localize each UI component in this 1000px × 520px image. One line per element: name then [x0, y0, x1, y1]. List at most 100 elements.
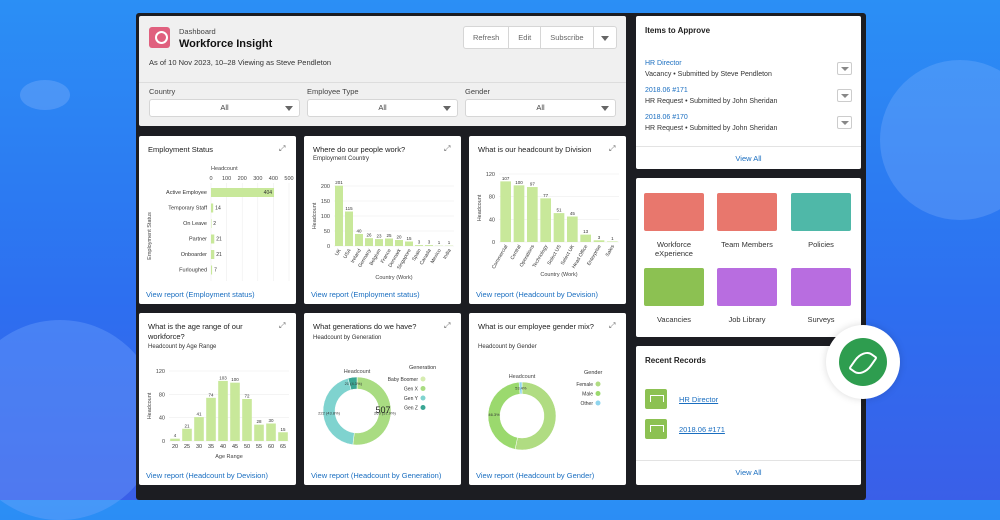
bar — [405, 242, 413, 247]
data-label: 97 — [530, 182, 536, 187]
tick-label-x: 400 — [269, 176, 278, 182]
data-label: 1 — [438, 240, 441, 245]
gender-filter: Gender All — [465, 87, 616, 117]
approval-item-link[interactable]: 2018.06 #170 — [645, 112, 777, 123]
axis-label-y: Employment Status — [147, 212, 153, 260]
expand-icon[interactable]: ⤢ — [279, 145, 287, 153]
employee-type-filter-label: Employee Type — [307, 87, 458, 96]
approval-item-link[interactable]: 2018.06 #171 — [645, 85, 777, 96]
view-all-link[interactable]: View All — [636, 154, 861, 163]
chevron-down-icon — [601, 36, 609, 41]
tick-label-y: 200 — [321, 184, 330, 190]
tile-surveys[interactable]: Surveys — [790, 268, 852, 324]
axis-label-y: Headcount — [312, 202, 318, 229]
data-label: 3 — [428, 240, 431, 245]
headset-icon — [791, 268, 851, 306]
tile-label: Job Library — [716, 315, 778, 324]
data-label: 23 — [376, 234, 382, 239]
bar — [385, 239, 393, 247]
employee-type-filter-select[interactable]: All — [307, 99, 458, 117]
tile-workforce-experience[interactable]: Workforce eXperience — [643, 193, 705, 258]
tick-label-y: 40 — [489, 217, 495, 223]
tile-team-members[interactable]: Team Members — [716, 193, 778, 249]
view-report-link[interactable]: View report (Headcount by Devision) — [476, 290, 598, 299]
bar — [500, 181, 511, 242]
legend-title: Gender — [584, 370, 603, 376]
edit-button[interactable]: Edit — [509, 27, 541, 48]
chart-subtitle: Headcount by Age Range — [148, 344, 216, 350]
expand-icon[interactable]: ⤢ — [444, 322, 452, 330]
quick-links-card: Workforce eXperience Team Members Polici… — [636, 178, 861, 337]
data-label: 103 — [219, 375, 227, 380]
item-actions-dropdown[interactable] — [837, 116, 852, 129]
subscribe-button[interactable]: Subscribe — [541, 27, 593, 48]
tick-label-x: 20 — [172, 444, 178, 450]
tile-policies[interactable]: Policies — [790, 193, 852, 249]
recent-record-link[interactable]: HR Director — [679, 395, 718, 404]
gender-filter-select[interactable]: All — [465, 99, 616, 117]
category-label: Active Employee — [166, 190, 207, 196]
chart-title: What is our headcount by Division — [478, 145, 591, 155]
data-label: 40 — [356, 229, 362, 234]
legend-swatch — [421, 405, 426, 410]
more-actions-button[interactable] — [594, 27, 616, 48]
bar — [211, 235, 214, 244]
category-label: On Leave — [183, 221, 207, 227]
view-all-link[interactable]: View All — [636, 468, 861, 477]
country-filter-select[interactable]: All — [149, 99, 300, 117]
approval-item-link[interactable]: HR Director — [645, 58, 772, 69]
legend-label: Gen Y — [404, 396, 419, 402]
item-actions-dropdown[interactable] — [837, 89, 852, 102]
tick-label-x: 200 — [238, 176, 247, 182]
view-report-link[interactable]: View report (Employment status) — [146, 290, 255, 299]
view-report-link[interactable]: View report (Headcount by Gender) — [476, 471, 594, 480]
dashboard-header: Dashboard Workforce Insight As of 10 Nov… — [139, 16, 626, 126]
desk-icon — [644, 268, 704, 306]
data-label: 100 — [231, 377, 239, 382]
people-icon — [644, 193, 704, 231]
chart-title: What is the age range of our workforce? — [148, 322, 266, 342]
data-label: 20 — [396, 235, 402, 240]
tile-label: Vacancies — [643, 315, 705, 324]
axis-label-y: Headcount — [147, 392, 153, 419]
bar — [580, 235, 591, 242]
bar — [365, 238, 373, 246]
legend-swatch — [421, 396, 426, 401]
donut-label: Headcount — [344, 369, 371, 375]
approval-item-desc: HR Request • Submitted by John Sheridan — [645, 123, 777, 134]
card-title: Recent Records — [645, 356, 706, 365]
recent-record-link[interactable]: 2018.06 #171 — [679, 425, 725, 434]
expand-icon[interactable]: ⤢ — [279, 322, 287, 330]
approval-item: HR Director Vacancy • Submitted by Steve… — [645, 58, 772, 80]
expand-icon[interactable]: ⤢ — [444, 145, 452, 153]
category-label: Temporary Staff — [168, 206, 207, 212]
axis-label-x: Country (Work) — [540, 272, 577, 278]
division-chart: 04080120Headcount107Commercial100Central… — [469, 164, 626, 304]
dashboard-icon — [149, 27, 170, 48]
item-actions-dropdown[interactable] — [837, 62, 852, 75]
expand-icon[interactable]: ⤢ — [609, 322, 617, 330]
tile-vacancies[interactable]: Vacancies — [643, 268, 705, 324]
view-report-link[interactable]: View report (Headcount by Generation) — [311, 471, 441, 480]
data-label: 21 — [216, 237, 222, 243]
bar — [527, 187, 538, 242]
chart-title: Employment Status — [148, 145, 213, 155]
view-report-link[interactable]: View report (Headcount by Devision) — [146, 471, 268, 480]
tick-label-x: Sales — [605, 244, 617, 258]
breadcrumb[interactable]: Dashboard — [179, 27, 216, 36]
chart-subtitle: Employment Country — [313, 156, 369, 162]
view-report-link[interactable]: View report (Employment status) — [311, 290, 420, 299]
tile-job-library[interactable]: Job Library — [716, 268, 778, 324]
bar — [554, 213, 565, 242]
tick-label-x: 50 — [244, 444, 250, 450]
category-label: Furloughed — [179, 268, 207, 274]
floating-action-button[interactable] — [826, 325, 900, 399]
axis-label-y: Headcount — [477, 194, 483, 221]
refresh-button[interactable]: Refresh — [464, 27, 509, 48]
divider — [636, 146, 861, 147]
data-label: 2 — [213, 221, 216, 227]
age-range-card: What is the age range of our workforce? … — [139, 313, 296, 485]
expand-icon[interactable]: ⤢ — [609, 145, 617, 153]
